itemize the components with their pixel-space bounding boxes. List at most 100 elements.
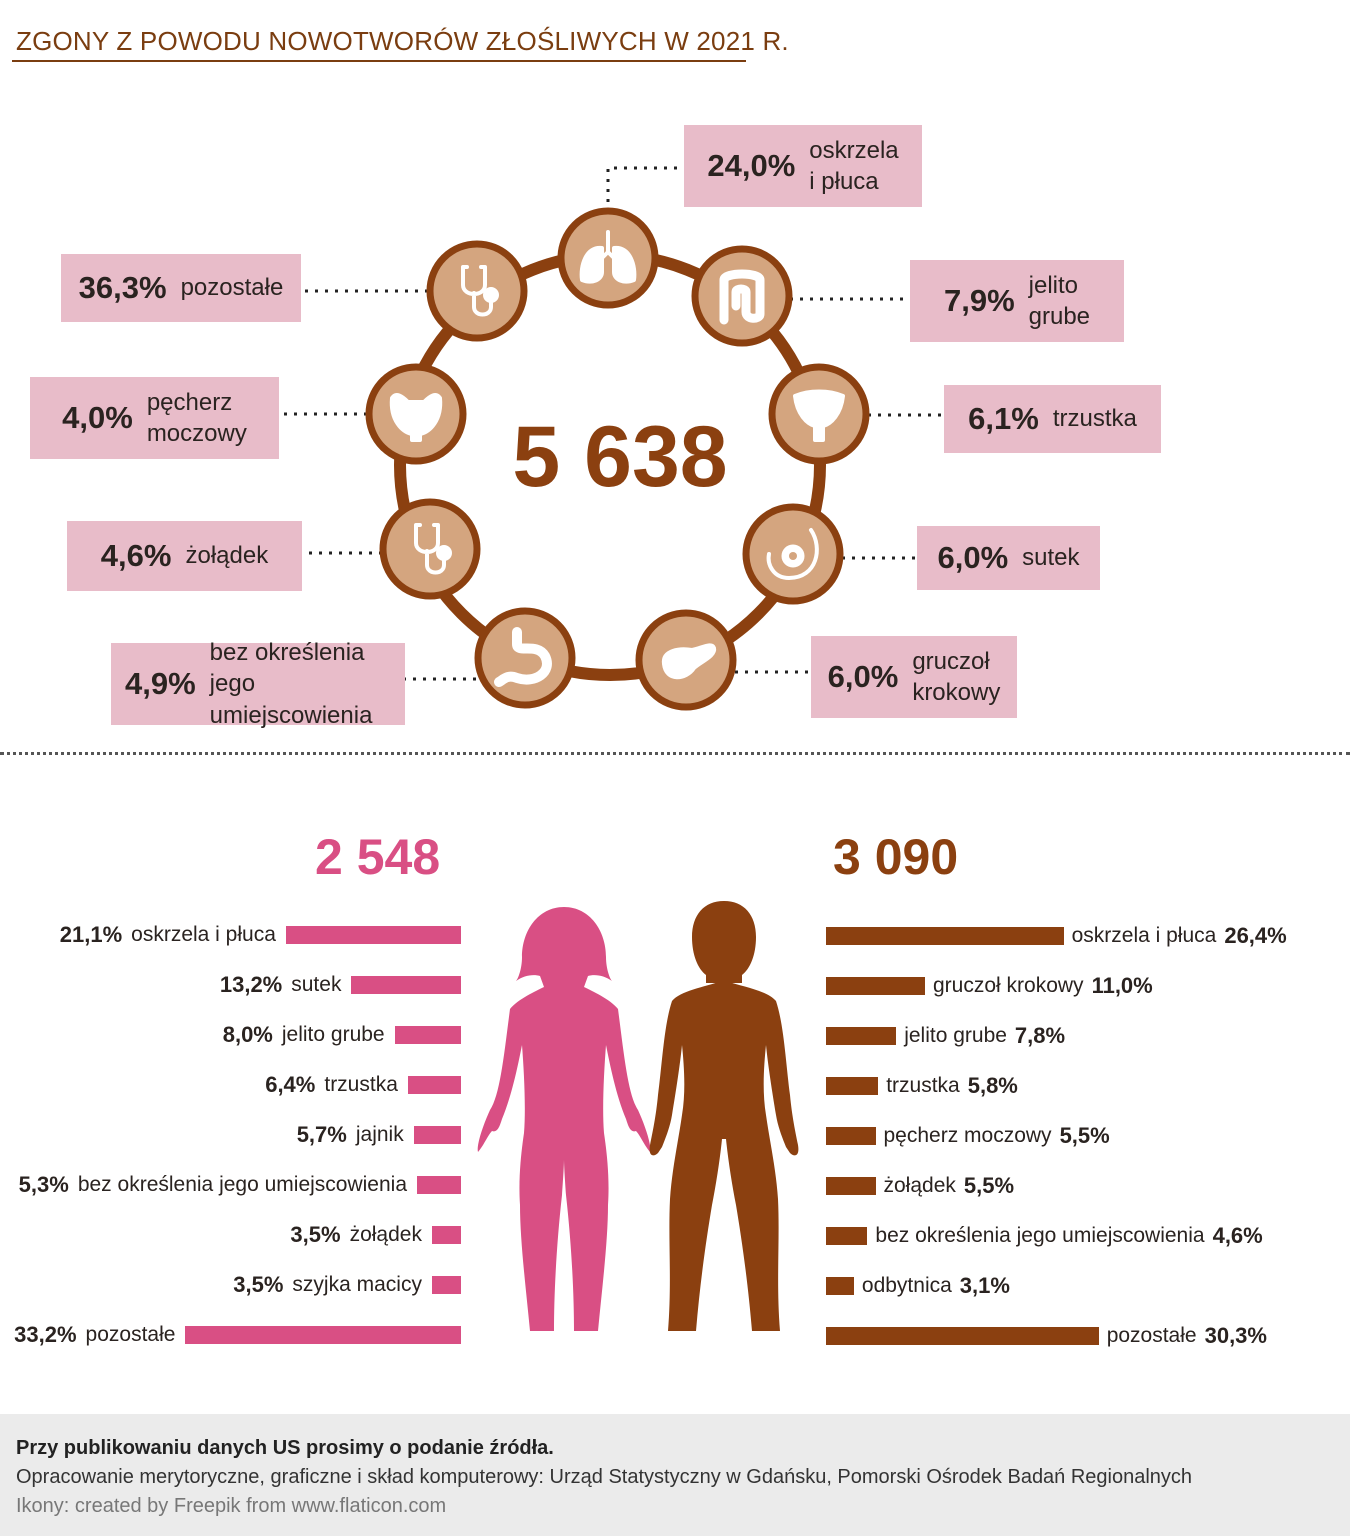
male-bar-value: 5,5% [963,1173,1015,1198]
female-bar-label: oskrzela i płuca [131,923,276,946]
female-bar-label: żołądek [349,1223,422,1246]
connector-line [606,166,684,212]
female-total: 2 548 [315,829,441,885]
footer-credits: Opracowanie merytoryczne, graficzne i sk… [16,1466,1193,1488]
wheel-node [474,607,576,709]
male-bar-value: 7,8% [1014,1023,1066,1048]
male-bar-row: trzustka 5,8% [826,1066,1346,1106]
total-deaths: 5 638 [512,409,728,505]
cause-name: pęcherz moczowy [146,388,247,447]
male-bar-label: bez określenia jego umiejscowienia [875,1224,1205,1247]
cause-label: 6,0% gruczoł krokowy [811,636,1017,718]
female-bar [285,926,461,944]
male-bar-label: pęcherz moczowy [883,1124,1052,1147]
female-bar-row: 6,4% trzustka [0,1065,461,1105]
male-bar-value: 5,8% [967,1073,1018,1098]
male-bar-value: 4,6% [1212,1223,1263,1248]
female-bar [431,1226,461,1244]
female-bar-row: 3,5% szyjka macicy [0,1265,461,1305]
male-bar-label: gruczoł krokowy [933,974,1084,997]
cause-percent: 6,0% [937,540,1009,575]
stethoscope-icon [414,523,452,575]
female-bar-label: jajnik [355,1123,404,1146]
cause-percent: 4,0% [62,400,133,435]
male-bar-row: pozostałe 30,3% [826,1316,1346,1356]
uterus-icon [793,389,845,442]
title-underline [12,60,746,62]
female-bar-value: 6,4% [265,1072,316,1097]
female-bar-row: 13,2% sutek [0,965,461,1005]
male-bar-label: żołądek [883,1174,956,1197]
breast-icon [766,528,819,580]
cause-percent: 4,9% [125,666,196,701]
female-bar-value: 8,0% [222,1022,273,1047]
section-separator [0,752,1350,755]
female-bar [417,1176,461,1194]
female-bar-row: 5,7% jajnik [0,1115,461,1155]
female-bar [394,1026,461,1044]
bladder-icon [389,393,443,442]
female-bar [407,1076,461,1094]
male-bar [826,1227,868,1245]
male-bar-label: jelito grube [904,1024,1007,1047]
female-bar-label: trzustka [324,1073,398,1096]
female-figure [477,907,651,1331]
male-bar [826,1277,854,1295]
female-bar [351,976,461,994]
cause-name: jelito grube [1028,271,1091,330]
footer: Przy publikowaniu danych US prosimy o po… [0,1414,1350,1536]
male-bar-label: pozostałe [1106,1324,1197,1347]
cause-percent: 24,0% [707,148,796,183]
female-bar-row: 33,2% pozostałe [0,1315,461,1355]
male-bar [826,1127,876,1145]
female-bar-value: 3,5% [290,1222,341,1247]
cause-name: trzustka [1052,405,1137,433]
cause-label: 24,0% oskrzela i płuca [684,125,922,207]
female-bar-label: bez określenia jego umiejscowienia [77,1173,408,1196]
cause-wheel [279,166,944,711]
female-bar-row: 5,3% bez określenia jego umiejscowienia [0,1165,461,1205]
cause-label: 6,1% trzustka [944,385,1161,453]
male-bar [826,1177,876,1195]
female-bar-value: 5,7% [296,1122,347,1147]
body-figures [477,901,799,1331]
male-bar-row: odbytnica 3,1% [826,1266,1346,1306]
female-bar-label: pozostałe [85,1323,176,1346]
female-bar [431,1276,461,1294]
cause-percent: 6,0% [827,659,899,694]
male-bar-label: odbytnica [861,1274,952,1297]
male-bar-row: pęcherz moczowy 5,5% [826,1116,1346,1156]
footer-icon-credits: Ikony: created by Freepik from www.flati… [16,1495,447,1517]
stomach-icon [494,627,552,687]
stethoscope-icon [461,265,499,317]
male-bar-value: 30,3% [1204,1323,1267,1348]
male-bar-value: 5,5% [1059,1123,1110,1148]
male-bar-row: gruczoł krokowy 11,0% [826,966,1346,1006]
female-bar [185,1326,461,1344]
male-bar-row: jelito grube 7,8% [826,1016,1346,1056]
male-bar-value: 26,4% [1224,923,1287,948]
wheel-node [557,207,659,309]
wheel-node [426,240,528,342]
female-bar-value: 33,2% [14,1322,77,1347]
male-bar-label: oskrzela i płuca [1071,924,1217,947]
male-bar-value: 11,0% [1091,973,1153,998]
cause-name: gruczoł krokowy [912,647,1001,706]
male-total: 3 090 [833,829,959,885]
female-bar-value: 5,3% [18,1172,69,1197]
cause-name: żołądek [185,542,269,570]
cause-label: 6,0% sutek [917,526,1100,590]
male-bar [826,927,1064,945]
female-bar-label: jelito grube [281,1023,385,1046]
male-bar-row: żołądek 5,5% [826,1166,1346,1206]
lungs-icon [579,230,637,284]
female-bar [413,1126,461,1144]
page-title: ZGONY Z POWODU NOWOTWORÓW ZŁOŚLIWYCH W 2… [16,26,789,56]
male-bar [826,1327,1099,1345]
female-bar-row: 21,1% oskrzela i płuca [0,915,461,955]
cause-percent: 36,3% [78,270,167,305]
footer-source-note: Przy publikowaniu danych US prosimy o po… [16,1437,554,1459]
female-bar-value: 21,1% [59,922,123,947]
cause-label: 4,0% pęcherz moczowy [30,377,279,459]
cause-name: sutek [1022,544,1080,572]
